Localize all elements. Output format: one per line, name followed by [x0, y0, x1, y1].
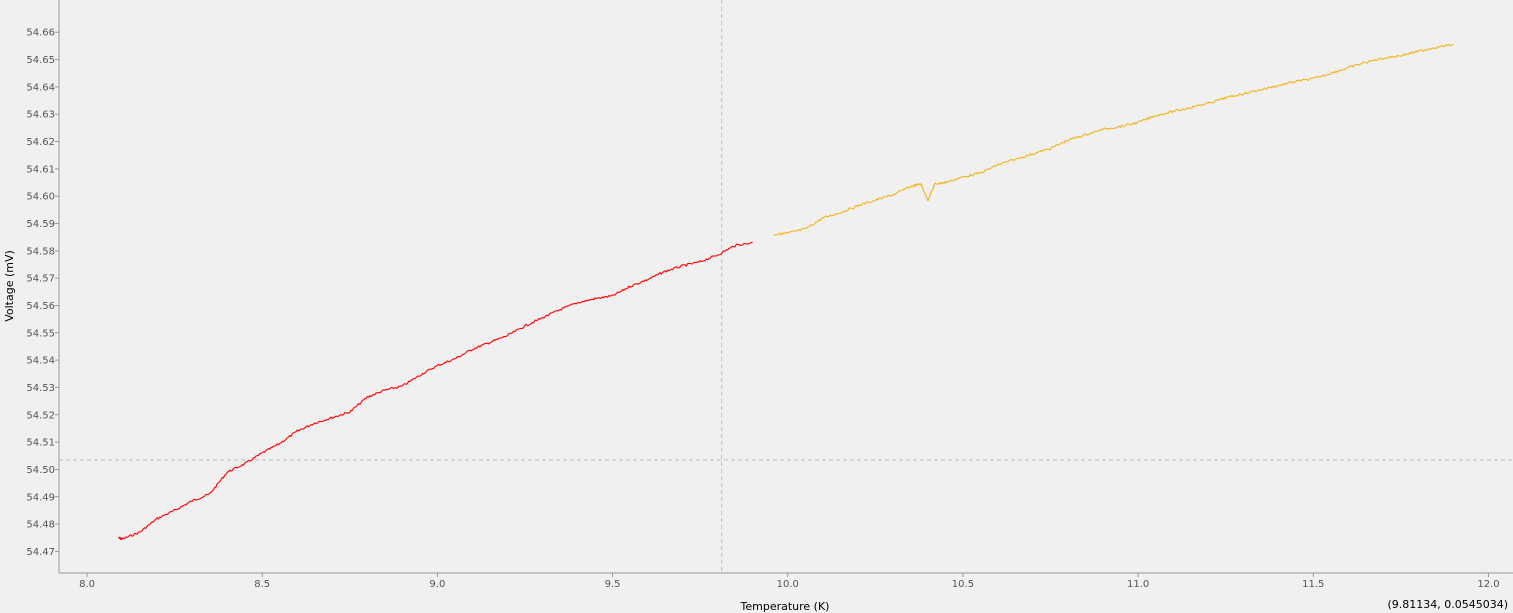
cursor-readout: (9.81134, 0.0545034): [1387, 598, 1508, 611]
y-tick-label: 54.63: [26, 110, 55, 121]
y-tick-label: 54.66: [26, 28, 55, 39]
y-tick-label: 54.48: [26, 520, 55, 531]
y-tick-label: 54.58: [26, 246, 55, 257]
y-tick-label: 54.54: [26, 356, 55, 367]
y-tick-label: 54.50: [26, 465, 55, 476]
y-tick-label: 54.55: [26, 328, 55, 339]
y-tick-label: 54.52: [26, 410, 55, 421]
x-tick-label: 11.0: [1127, 579, 1149, 590]
x-axis-label: Temperature (K): [740, 600, 830, 613]
y-axis-label: Voltage (mV): [3, 250, 16, 322]
x-tick-label: 9.0: [429, 579, 445, 590]
x-tick-label: 8.5: [254, 579, 270, 590]
y-tick-label: 54.57: [26, 274, 55, 285]
x-tick-label: 9.5: [605, 579, 621, 590]
y-tick-label: 54.64: [26, 82, 55, 93]
y-tick-label: 54.62: [26, 137, 55, 148]
x-tick-label: 10.0: [777, 579, 799, 590]
series-line-2: [773, 43, 1454, 236]
y-tick-label: 54.47: [26, 547, 55, 558]
y-tick-label: 54.59: [26, 219, 55, 230]
y-tick-label: 54.49: [26, 492, 55, 503]
y-tick-label: 54.56: [26, 301, 55, 312]
y-tick-label: 54.53: [26, 383, 55, 394]
y-tick-label: 54.65: [26, 55, 55, 66]
x-tick-label: 8.0: [79, 579, 95, 590]
y-tick-label: 54.60: [26, 192, 55, 203]
y-tick-label: 54.61: [26, 164, 55, 175]
series-line-1: [118, 241, 753, 540]
y-tick-label: 54.51: [26, 438, 55, 449]
x-tick-label: 12.0: [1477, 579, 1499, 590]
x-tick-label: 11.5: [1302, 579, 1324, 590]
x-tick-label: 10.5: [952, 579, 974, 590]
